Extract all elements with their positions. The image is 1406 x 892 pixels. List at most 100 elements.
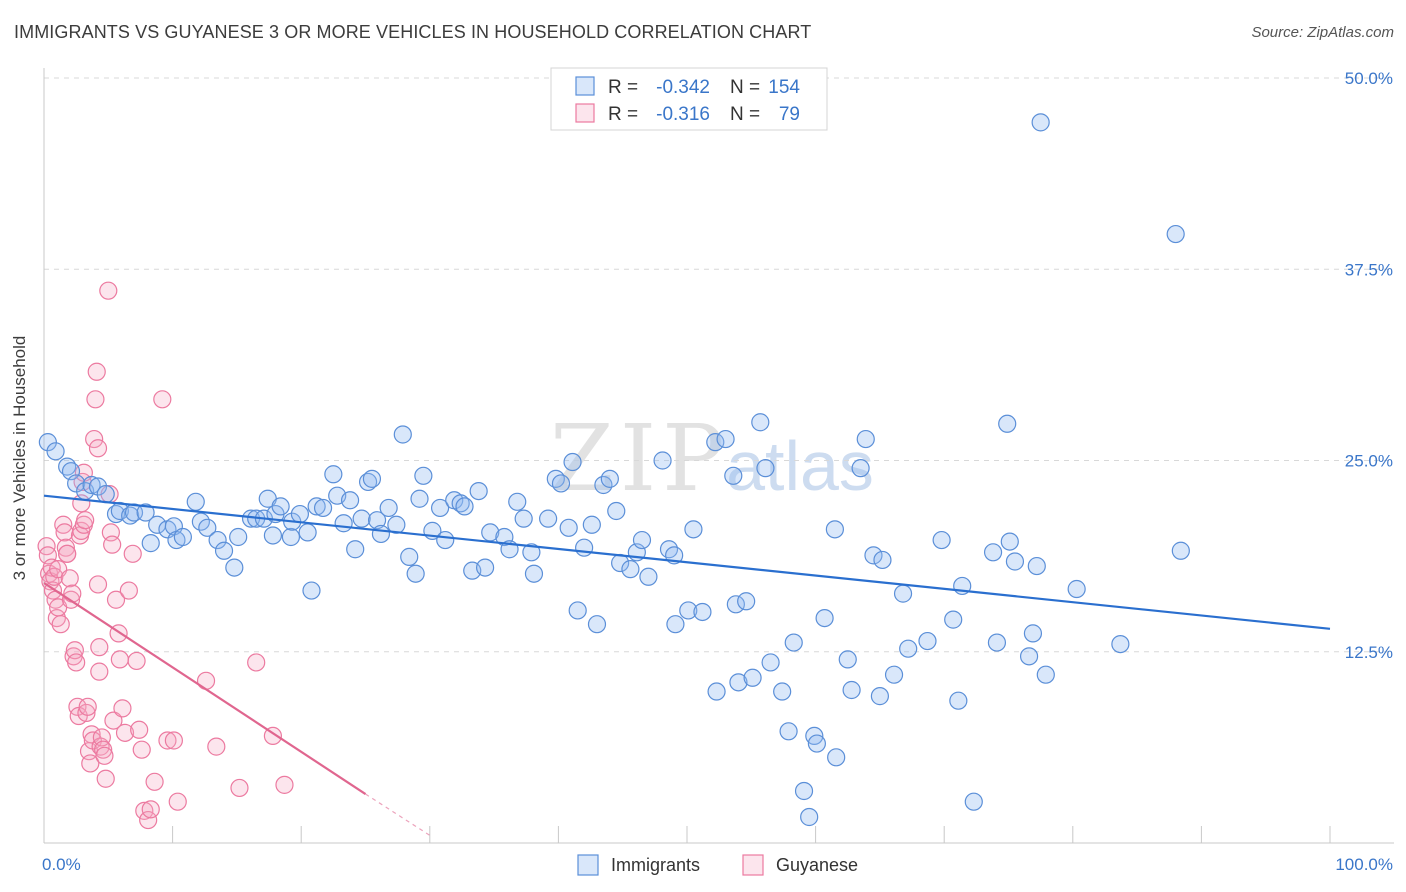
immigrant-point: [893, 584, 913, 603]
immigrant-point: [621, 560, 640, 579]
guyanese-point: [110, 650, 129, 669]
guyanese-point: [207, 737, 226, 756]
immigrant-point: [563, 452, 582, 472]
immigrant-point: [794, 781, 814, 801]
immigrant-point: [639, 567, 658, 586]
guyanese-point: [196, 671, 216, 690]
immigrant-point: [779, 722, 798, 741]
guyanese-point: [90, 662, 109, 681]
guyanese-point: [78, 697, 97, 716]
bottom-legend: Immigrants Guyanese: [577, 854, 858, 876]
immigrant-point: [298, 523, 317, 542]
immigrant-point: [1023, 624, 1043, 643]
watermark-atlas: atlas: [726, 427, 874, 505]
immigrant-point: [800, 807, 819, 827]
immigrant-point: [214, 541, 234, 560]
guyanese-point: [88, 439, 108, 458]
immigrant-point: [827, 748, 846, 767]
immigrant-point: [842, 680, 861, 700]
immigrant-point: [367, 511, 387, 530]
guyanese-point: [86, 390, 105, 409]
watermark-zip: ZIP: [550, 405, 730, 512]
immigrant-point: [1036, 665, 1055, 684]
immigrant-point: [756, 459, 775, 478]
guyanese-point: [91, 737, 110, 756]
immigrant-point: [436, 530, 455, 550]
chart-title: IMMIGRANTS VS GUYANESE 3 OR MORE VEHICLE…: [14, 22, 812, 42]
bottom-legend-label: Guyanese: [776, 855, 858, 875]
x-tick-label-min: 0.0%: [42, 855, 81, 874]
immigrant-point: [38, 433, 57, 452]
guyanese-point: [141, 800, 160, 819]
immigrant-point: [983, 543, 1003, 562]
guyanese-point: [88, 575, 108, 594]
legend-r-label: R =: [608, 104, 638, 125]
immigrant-point: [582, 515, 601, 534]
legend-n-value: 79: [779, 104, 800, 125]
legend-r-value: -0.342: [656, 77, 710, 98]
immigrant-point: [313, 498, 333, 518]
immigrant-point: [870, 687, 890, 706]
immigrant-point: [679, 601, 698, 620]
immigrant-point: [864, 546, 883, 565]
immigrant-point: [198, 518, 217, 537]
immigrant-point: [932, 530, 951, 550]
guyanese-point: [127, 651, 146, 671]
immigrant-point: [751, 413, 770, 432]
immigrants-trend-line: [43, 494, 1331, 630]
immigrant-point: [469, 482, 488, 501]
legend-n-value: 154: [768, 77, 800, 98]
immigrant-point: [1166, 224, 1185, 244]
immigrant-point: [1019, 647, 1039, 666]
immigrant-point: [539, 509, 558, 528]
immigrant-point: [508, 492, 527, 511]
guyanese-point: [85, 429, 104, 449]
immigrant-point: [773, 682, 792, 701]
immigrant-point: [334, 514, 353, 533]
immigrant-point: [393, 425, 412, 444]
guyanese-point: [158, 731, 177, 750]
immigrant-point: [684, 520, 703, 539]
immigrant-point: [1171, 541, 1190, 560]
y-tick-label: 50.0%: [1345, 69, 1393, 88]
immigrant-point: [1005, 552, 1025, 571]
immigrant-point: [522, 543, 541, 562]
guyanese-point: [113, 699, 132, 718]
immigrant-point: [851, 459, 870, 478]
guyanese-point: [90, 638, 109, 657]
immigrant-point: [707, 682, 726, 701]
immigrant-point: [559, 518, 578, 537]
immigrants-series: [38, 113, 1190, 827]
trend-lines: [43, 494, 1331, 836]
immigrant-point: [263, 526, 283, 545]
immigrant-point: [141, 534, 160, 553]
immigrant-point: [884, 665, 904, 684]
legend-r-value: -0.316: [656, 104, 710, 125]
immigrant-point: [229, 527, 248, 547]
immigrant-point: [430, 498, 450, 518]
guyanese-point: [56, 538, 75, 557]
guyanese-point: [54, 515, 73, 534]
guyanese-point: [123, 544, 142, 563]
guyanese-point: [58, 544, 77, 563]
immigrant-point: [632, 530, 652, 550]
immigrant-point: [186, 492, 205, 511]
immigrant-point: [987, 633, 1007, 652]
immigrant-point: [964, 792, 983, 811]
bottom-legend-label: Immigrants: [611, 855, 700, 875]
x-tick-label-max: 100.0%: [1335, 855, 1393, 874]
y-tick-label: 25.0%: [1345, 452, 1393, 471]
guyanese-point: [95, 746, 114, 765]
immigrant-point: [290, 504, 310, 524]
guyanese-point: [76, 511, 95, 530]
immigrant-point: [1027, 556, 1046, 576]
guyanese-point: [82, 725, 101, 744]
immigrant-point: [1031, 113, 1050, 132]
immigrant-point: [225, 558, 244, 577]
guyanese-point: [94, 740, 113, 759]
immigrant-point: [998, 414, 1017, 433]
immigrant-point: [825, 520, 844, 539]
guyanese-point: [51, 615, 70, 634]
guyanese-point: [77, 703, 96, 723]
y-tick-label: 37.5%: [1345, 260, 1393, 279]
